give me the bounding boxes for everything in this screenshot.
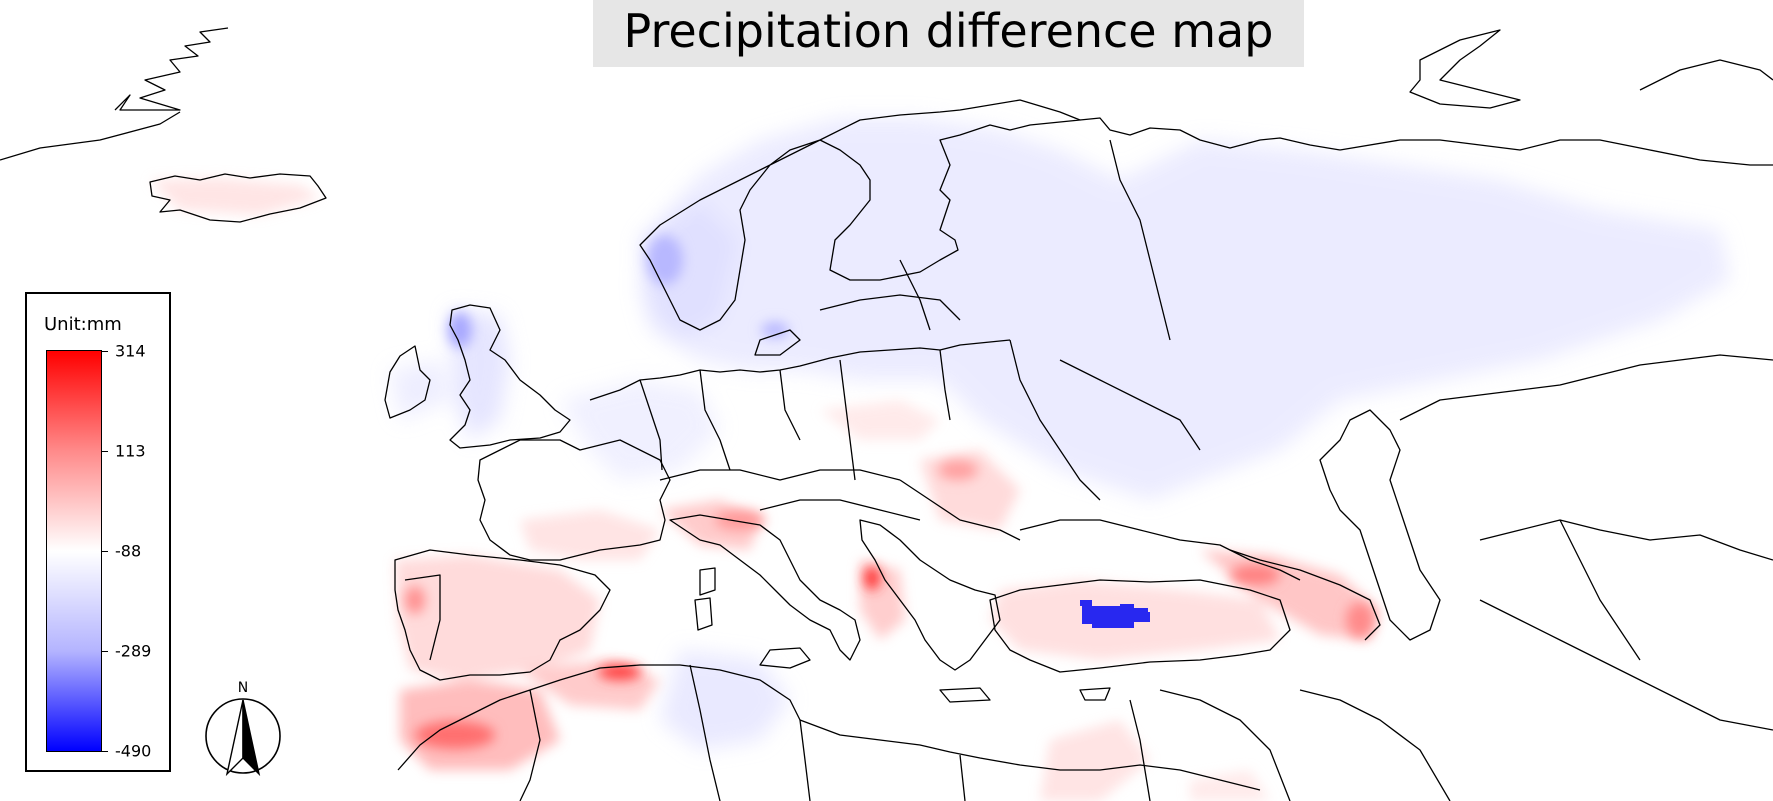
- colorbar-tick: [102, 451, 108, 452]
- map-title: Precipitation difference map: [623, 3, 1274, 58]
- tick-label-lower: -289: [115, 641, 152, 661]
- colorbar: [46, 350, 102, 752]
- colorbar-tick: [102, 751, 108, 752]
- tick-label-mid: -88: [115, 541, 142, 561]
- north-label: N: [238, 680, 248, 696]
- legend: Unit:mm 314 113 -88 -289 -490: [25, 292, 171, 772]
- colorbar-tick: [102, 651, 108, 652]
- legend-unit-label: Unit:mm: [44, 314, 122, 335]
- colorbar-tick: [102, 351, 108, 352]
- tick-label-max: 314: [115, 341, 146, 361]
- north-arrow-icon: N: [205, 680, 281, 777]
- precipitation-raster: [150, 118, 1730, 801]
- colorbar-tick: [102, 551, 108, 552]
- tick-label-min: -490: [115, 741, 152, 761]
- country-borders: [0, 27, 1773, 801]
- tick-label-upper: 113: [115, 441, 146, 461]
- title-banner: Precipitation difference map: [593, 0, 1304, 67]
